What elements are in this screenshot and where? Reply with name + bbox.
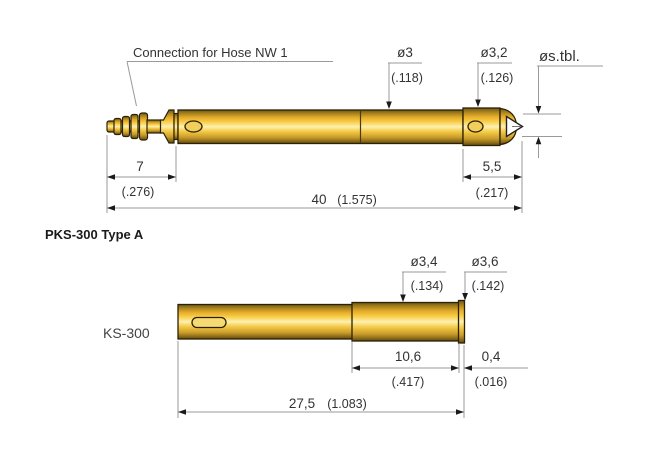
hose-length-inch: (.276) (122, 185, 155, 199)
arrowheads-top (107, 99, 542, 211)
probe-type-title: PKS-300 Type A (45, 227, 144, 242)
rim-length-inch: (.016) (475, 375, 508, 389)
head-length-mm: 5,5 (483, 159, 502, 174)
sleeve-head-section (351, 301, 460, 342)
hose-barb-connector (106, 109, 179, 144)
collar-vent-hole (467, 120, 484, 133)
pks300-probe-drawing: Connection for Hose NW 1 ø3 (.118) ø3,2 … (45, 45, 603, 242)
barrel-vent-hole (184, 120, 203, 133)
sleeve-slot (191, 316, 227, 329)
sleeve-total-length-inch: (1.083) (327, 397, 367, 411)
total-length-inch: (1.575) (337, 193, 377, 207)
body-diameter-inch: (.118) (391, 71, 423, 85)
hose-length-mm: 7 (136, 159, 144, 174)
dimension-lines-bottom (178, 367, 528, 413)
head-length-inch: (.217) (476, 186, 509, 200)
dia-leader-lines-bottom (402, 271, 507, 296)
probe-needle-tip (505, 115, 524, 138)
rim-diameter-inch: (.142) (472, 279, 505, 293)
sleeve-length-mm: 10,6 (395, 349, 421, 364)
callout-leader (126, 61, 333, 107)
sleeve-diameter-mm: ø3,4 (410, 254, 438, 269)
sleeve-rim (457, 299, 466, 344)
arrowheads-bottom (178, 293, 472, 415)
collar-diameter-inch: (.126) (481, 71, 514, 85)
collar-diameter-mm: ø3,2 (480, 45, 507, 60)
sleeve-body (177, 299, 466, 344)
rim-diameter-mm: ø3,6 (471, 254, 498, 269)
sleeve-diameter-inch: (.134) (411, 279, 444, 293)
rim-length-mm: 0,4 (482, 349, 501, 364)
tip-diameter-per-table: øs.tbl. (539, 48, 580, 65)
ks300-sleeve-drawing: KS-300 ø3,4 (.134) ø3,6 (.142) 10,6 (.41… (103, 254, 528, 418)
total-length-mm: 40 (311, 192, 326, 207)
dia-leader-lines (388, 62, 603, 158)
sleeve-length-inch: (.417) (392, 375, 425, 389)
sleeve-total-length-mm: 27,5 (289, 396, 315, 411)
dimension-lines-top (107, 176, 522, 209)
body-diameter-mm: ø3 (397, 45, 413, 60)
sleeve-part-label: KS-300 (103, 325, 150, 341)
hose-connection-callout: Connection for Hose NW 1 (133, 45, 288, 60)
probe-barrel (177, 109, 464, 145)
